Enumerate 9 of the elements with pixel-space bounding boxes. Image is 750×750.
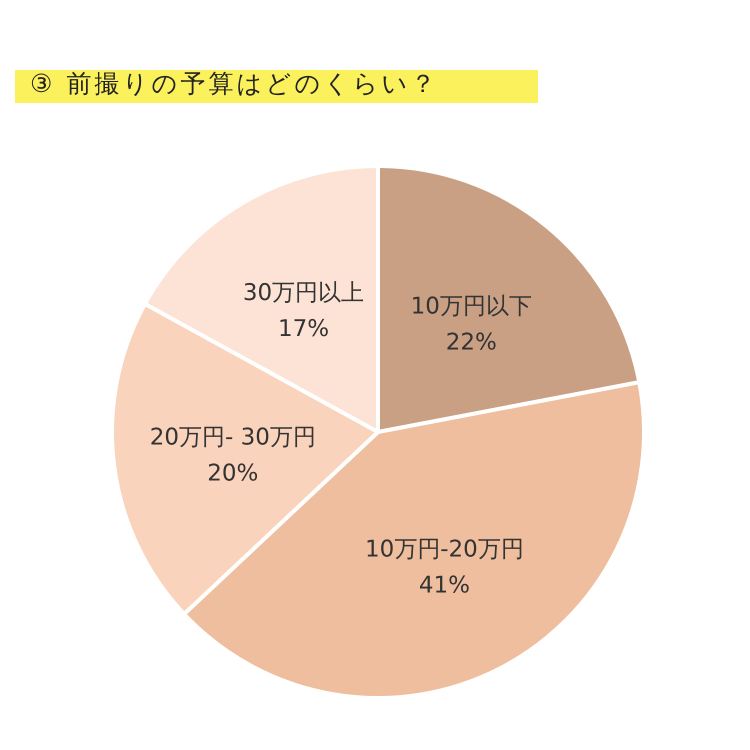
slice-label: 10万円-20万円	[364, 536, 524, 562]
slice-label: 20万円- 30万円	[150, 424, 316, 450]
data-label: 20%	[207, 460, 258, 486]
data-label: 41%	[418, 572, 470, 598]
chart-title: ③ 前撮りの予算はどのくらい？	[30, 69, 438, 98]
data-label: 17%	[278, 316, 330, 342]
slice-label: 10万円以下	[410, 293, 532, 320]
slice-label: 30万円以上	[242, 280, 364, 306]
data-label: 22%	[446, 329, 497, 356]
